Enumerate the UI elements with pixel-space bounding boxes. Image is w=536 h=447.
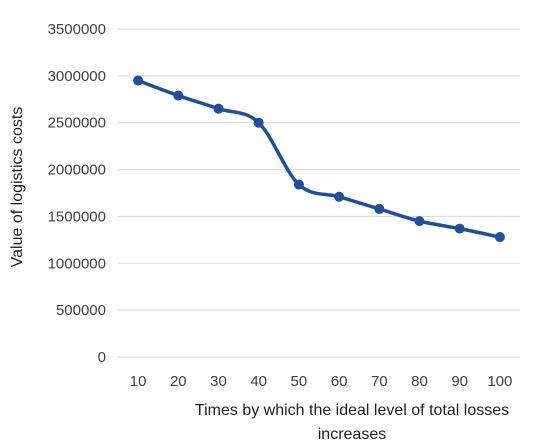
y-tick-label: 3500000 (48, 21, 106, 38)
y-tick-label: 1500000 (48, 208, 106, 225)
y-tick-label: 2500000 (48, 115, 106, 132)
x-tick-label: 80 (411, 373, 428, 390)
data-point (133, 75, 144, 86)
x-tick-label: 20 (170, 373, 187, 390)
data-points (133, 75, 505, 243)
x-tick-label: 30 (210, 373, 227, 390)
data-point (494, 232, 505, 243)
data-point (293, 179, 304, 190)
x-tick-label: 10 (130, 373, 147, 390)
x-tick-label: 50 (291, 373, 308, 390)
data-point (253, 117, 264, 128)
x-axis-title-line1: Times by which the ideal level of total … (195, 402, 509, 419)
y-tick-label: 3000000 (48, 68, 106, 85)
x-tick-label: 90 (451, 373, 468, 390)
data-point (414, 216, 425, 227)
y-tick-label: 0 (98, 349, 106, 366)
data-point (213, 103, 224, 114)
data-point (173, 90, 184, 101)
x-tick-label: 100 (487, 373, 512, 390)
y-axis-ticks: 0 500000 1000000 1500000 2000000 2500000 30000… (48, 21, 106, 366)
y-tick-label: 1000000 (48, 255, 106, 272)
gridlines (118, 28, 520, 358)
x-tick-label: 40 (250, 373, 267, 390)
x-tick-label: 60 (331, 373, 348, 390)
y-tick-label: 500000 (56, 302, 106, 319)
series-line (136, 78, 502, 239)
data-point (374, 203, 385, 214)
x-axis-ticks: 10 20 30 40 50 60 70 80 90 100 (130, 373, 513, 390)
x-axis-title-line2: increases (318, 426, 386, 443)
data-point (334, 191, 345, 202)
y-tick-label: 2000000 (48, 162, 106, 179)
data-point (454, 223, 465, 234)
x-tick-label: 70 (371, 373, 388, 390)
y-axis-title: Value of logistics costs (9, 107, 26, 268)
